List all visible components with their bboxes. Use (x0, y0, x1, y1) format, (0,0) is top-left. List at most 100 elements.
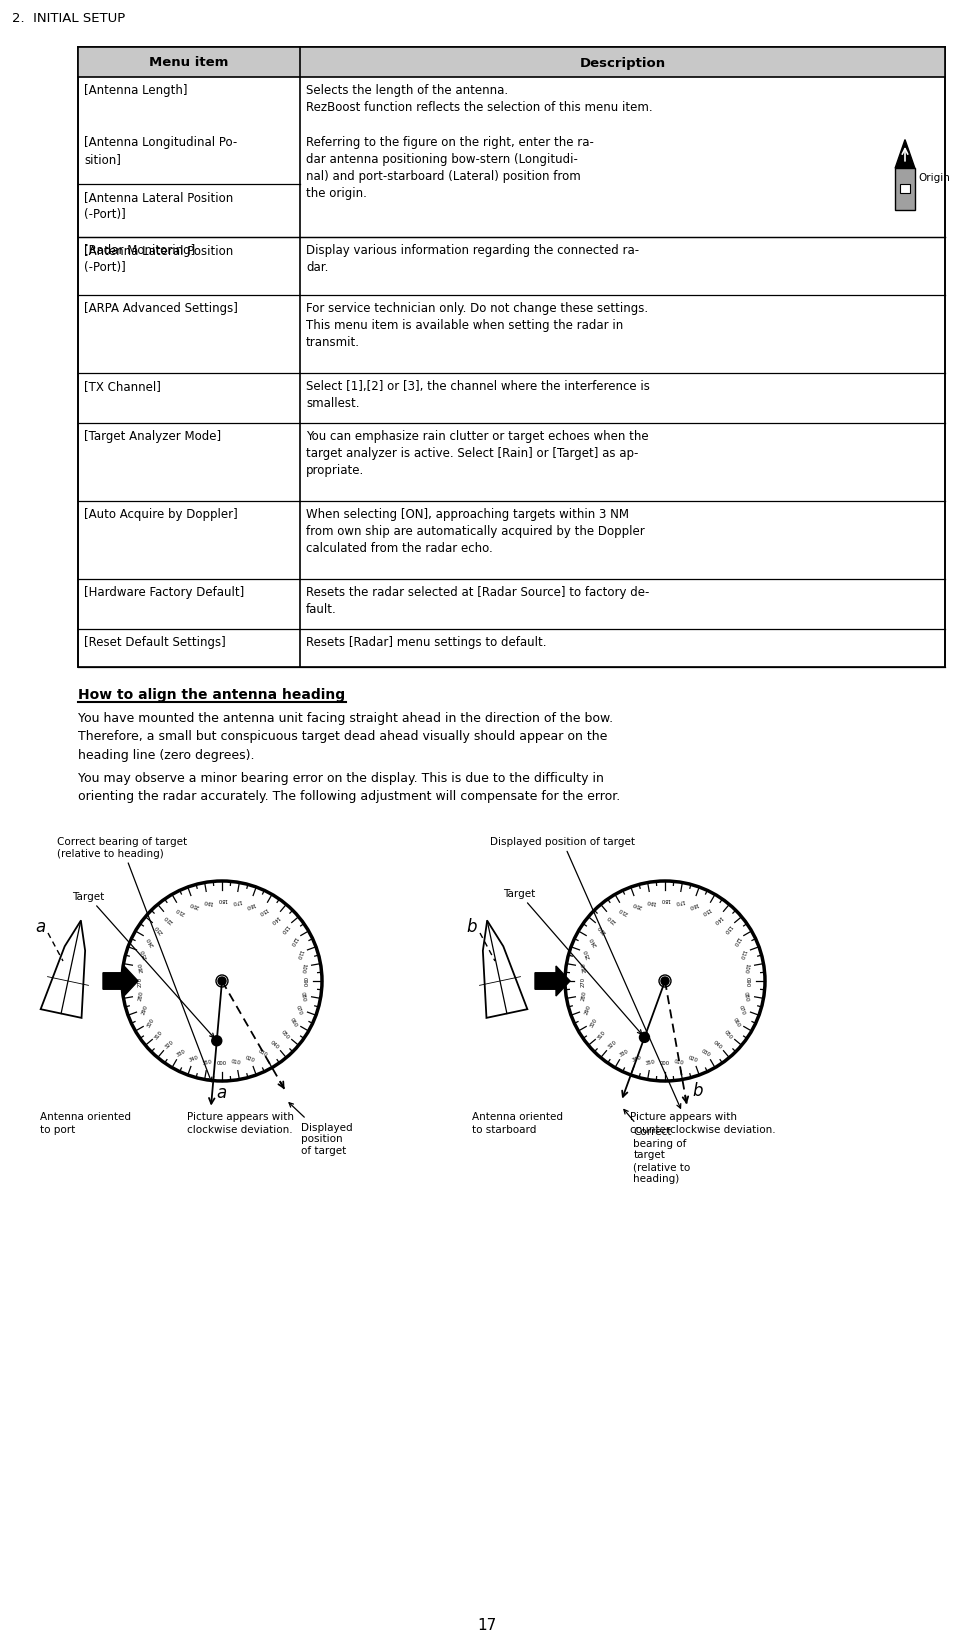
Text: 250: 250 (140, 947, 149, 959)
Text: 340: 340 (188, 1054, 200, 1062)
Text: 000: 000 (660, 1060, 670, 1065)
Text: 030: 030 (700, 1047, 712, 1057)
Text: 090: 090 (745, 977, 750, 987)
Text: How to align the antenna heading: How to align the antenna heading (78, 688, 345, 701)
Text: Menu item: Menu item (149, 56, 229, 69)
Text: 100: 100 (742, 962, 749, 972)
Text: [Antenna Lateral Position
(-Port)]: [Antenna Lateral Position (-Port)] (84, 190, 233, 221)
Text: Correct
bearing of
target
(relative to
heading): Correct bearing of target (relative to h… (624, 1110, 690, 1183)
Text: 350: 350 (203, 1059, 214, 1065)
Text: 110: 110 (738, 947, 746, 959)
Text: [Hardware Factory Default]: [Hardware Factory Default] (84, 585, 245, 598)
Text: 140: 140 (712, 913, 723, 924)
Text: Displayed
position
of target: Displayed position of target (289, 1103, 353, 1155)
Text: Picture appears with
counterclockwise deviation.: Picture appears with counterclockwise de… (630, 1111, 776, 1134)
Text: 210: 210 (618, 906, 630, 915)
Text: Target: Target (72, 892, 214, 1037)
Text: 160: 160 (687, 900, 699, 908)
Text: [Target Analyzer Mode]: [Target Analyzer Mode] (84, 429, 221, 443)
Text: 280: 280 (581, 990, 588, 1001)
Circle shape (640, 1033, 649, 1042)
Text: 2.  INITIAL SETUP: 2. INITIAL SETUP (12, 11, 125, 25)
Text: 140: 140 (269, 913, 280, 924)
Text: You can emphasize rain clutter or target echoes when the
target analyzer is acti: You can emphasize rain clutter or target… (306, 429, 648, 477)
Text: You have mounted the antenna unit facing straight ahead in the direction of the : You have mounted the antenna unit facing… (78, 711, 613, 762)
Text: Resets [Radar] menu settings to default.: Resets [Radar] menu settings to default. (306, 636, 547, 649)
Bar (900, 185, 910, 193)
Text: Select [1],[2] or [3], the channel where the interference is
smallest.: Select [1],[2] or [3], the channel where… (306, 380, 650, 410)
Text: 290: 290 (140, 1003, 149, 1015)
Text: 190: 190 (203, 898, 214, 905)
Text: You may observe a minor bearing error on the display. This is due to the difficu: You may observe a minor bearing error on… (78, 772, 620, 803)
Text: 110: 110 (295, 947, 303, 959)
Text: 120: 120 (731, 934, 741, 946)
Text: [Reset Default Settings]: [Reset Default Settings] (84, 636, 226, 649)
Text: 330: 330 (618, 1047, 630, 1057)
Text: [ARPA Advanced Settings]: [ARPA Advanced Settings] (84, 302, 238, 315)
Text: 340: 340 (632, 1054, 643, 1062)
Circle shape (218, 977, 226, 985)
Text: 330: 330 (176, 1047, 186, 1057)
Text: 150: 150 (700, 906, 712, 915)
Text: Correct bearing of target
(relative to heading): Correct bearing of target (relative to h… (57, 836, 212, 1082)
Text: 320: 320 (164, 1039, 175, 1049)
Text: 100: 100 (299, 962, 306, 972)
Text: 040: 040 (712, 1039, 723, 1049)
Text: 260: 260 (581, 962, 588, 972)
Text: [Antenna Length]: [Antenna Length] (84, 84, 187, 97)
Text: Displayed position of target: Displayed position of target (490, 836, 681, 1108)
Text: b: b (467, 918, 477, 936)
Text: 220: 220 (164, 913, 175, 924)
Text: Display various information regarding the connected ra-
dar.: Display various information regarding th… (306, 244, 640, 274)
Text: Target: Target (503, 888, 642, 1034)
Text: 350: 350 (645, 1059, 656, 1065)
Polygon shape (103, 967, 138, 997)
Text: 060: 060 (731, 1016, 741, 1028)
Text: 290: 290 (584, 1003, 592, 1015)
Text: 180: 180 (216, 897, 227, 901)
Bar (78, 48, 945, 667)
Text: 260: 260 (137, 962, 144, 972)
Text: 240: 240 (146, 934, 156, 946)
Text: 250: 250 (584, 947, 592, 959)
Text: When selecting [ON], approaching targets within 3 NM
from own ship are automatic: When selecting [ON], approaching targets… (306, 508, 644, 554)
Text: 150: 150 (257, 906, 269, 915)
Text: Antenna oriented
to starboard: Antenna oriented to starboard (472, 1111, 563, 1134)
Text: For service technician only. Do not change these settings.
This menu item is ava: For service technician only. Do not chan… (306, 302, 648, 349)
Text: Picture appears with
clockwise deviation.: Picture appears with clockwise deviation… (187, 1111, 294, 1134)
Polygon shape (41, 921, 85, 1018)
Text: 280: 280 (137, 990, 144, 1001)
Text: 010: 010 (231, 1059, 242, 1065)
Text: 270: 270 (580, 977, 586, 987)
Text: 310: 310 (154, 1029, 165, 1039)
Text: 060: 060 (289, 1016, 297, 1028)
Text: 200: 200 (632, 900, 643, 908)
Text: 300: 300 (146, 1016, 156, 1028)
Text: Origin: Origin (917, 172, 950, 184)
Circle shape (661, 977, 669, 985)
Text: 050: 050 (280, 1029, 290, 1039)
Text: 170: 170 (231, 898, 242, 905)
Text: 170: 170 (674, 898, 684, 905)
Text: 160: 160 (245, 900, 255, 908)
Text: 050: 050 (722, 1029, 733, 1039)
Text: 130: 130 (280, 923, 290, 934)
Text: 17: 17 (478, 1618, 496, 1632)
Text: 180: 180 (660, 897, 670, 901)
Text: 070: 070 (738, 1003, 746, 1015)
Text: 040: 040 (269, 1039, 280, 1049)
Polygon shape (535, 967, 570, 997)
Text: 210: 210 (176, 906, 186, 915)
Text: 030: 030 (257, 1047, 268, 1057)
Text: Resets the radar selected at [Radar Source] to factory de-
fault.: Resets the radar selected at [Radar Sour… (306, 585, 649, 616)
Polygon shape (895, 141, 915, 169)
Text: 020: 020 (687, 1054, 699, 1062)
Text: 080: 080 (742, 990, 749, 1001)
Text: a: a (215, 1083, 226, 1101)
Polygon shape (483, 921, 527, 1018)
Text: Selects the length of the antenna.
RezBoost function reflects the selection of t: Selects the length of the antenna. RezBo… (306, 84, 652, 115)
Text: [Antenna Longitudinal Po-
sition]: [Antenna Longitudinal Po- sition] (84, 136, 237, 166)
Text: 130: 130 (722, 923, 733, 934)
Text: 310: 310 (597, 1029, 607, 1039)
Text: 080: 080 (299, 990, 306, 1001)
